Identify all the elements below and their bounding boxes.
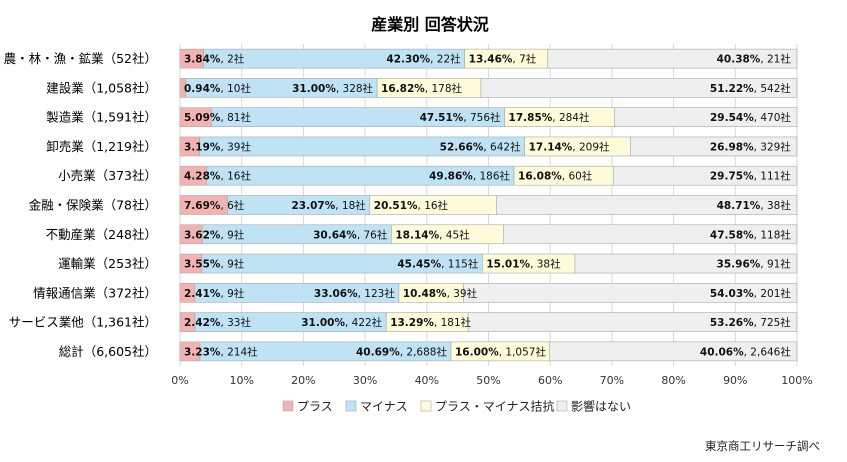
- category-label: 金融・保険業（78社）: [29, 198, 157, 213]
- data-label: 26.98%, 329社: [710, 140, 791, 153]
- data-label: 0.94%, 10社: [184, 82, 251, 95]
- x-tick-label: 90%: [723, 374, 747, 387]
- category-label: 小売業（373社）: [58, 168, 157, 183]
- legend-label: マイナス: [360, 400, 408, 414]
- data-label: 3.19%, 39社: [184, 140, 251, 153]
- data-label: 42.30%, 22社: [386, 53, 461, 66]
- data-label: 48.71%, 38社: [717, 199, 792, 212]
- data-label: 40.69%, 2,688社: [356, 345, 447, 358]
- data-label: 13.46%, 7社: [469, 53, 537, 66]
- data-label: 33.06%, 123社: [314, 287, 395, 300]
- data-label: 15.01%, 38社: [486, 258, 561, 271]
- bar-segment: [614, 107, 798, 127]
- x-tick-label: 80%: [661, 374, 685, 387]
- data-label: 18.14%, 45社: [395, 228, 470, 241]
- legend-swatch: [282, 400, 294, 412]
- data-label: 7.69%, 6社: [184, 199, 245, 212]
- data-label: 3.62%, 9社: [184, 228, 245, 241]
- source-note: 東京商工リサーチ調べ: [705, 439, 820, 453]
- data-label: 31.00%, 328社: [292, 82, 373, 95]
- bar-segment: [480, 78, 798, 98]
- data-label: 13.29%, 181社: [390, 316, 471, 329]
- data-label: 45.45%, 115社: [397, 258, 478, 271]
- chart-title: 産業別 回答状況: [371, 15, 489, 34]
- legend-label: プラス: [297, 400, 333, 414]
- category-labels: 農・林・漁・鉱業（52社） 建設業（1,058社） 製造業（1,591社） 卸売業（1…: [4, 51, 157, 359]
- data-label: 29.54%, 470社: [710, 111, 791, 124]
- bar-segment: [574, 253, 798, 274]
- data-label: 3.55%, 9社: [184, 258, 245, 271]
- x-tick-label: 40%: [415, 374, 439, 387]
- x-tick-label: 60%: [538, 374, 562, 387]
- data-label: 47.51%, 756社: [420, 111, 501, 124]
- data-label: 49.86%, 186社: [429, 170, 510, 183]
- legend-swatch: [556, 400, 568, 412]
- x-axis-ticks: 0% 10% 20% 30% 40% 50% 60% 70% 80% 90% 100%: [171, 374, 812, 387]
- data-label: 52.66%, 642社: [440, 140, 521, 153]
- x-tick-label: 10%: [229, 374, 253, 387]
- x-tick-label: 30%: [353, 374, 377, 387]
- legend-swatch: [345, 400, 357, 412]
- legend: プラス マイナス プラス・マイナス拮抗 影響はない: [282, 399, 631, 414]
- data-label: 10.48%, 39社: [403, 287, 478, 300]
- data-label: 16.08%, 60社: [518, 170, 593, 183]
- bar-segment: [503, 224, 798, 245]
- bar-segment: [549, 341, 798, 362]
- bar-segment: [612, 165, 798, 186]
- category-label: 建設業（1,058社）: [46, 80, 157, 95]
- legend-swatch: [420, 400, 432, 412]
- bar-segment: [547, 48, 798, 69]
- category-label: サービス業他（1,361社）: [9, 315, 157, 330]
- bars: 3.84%, 2社 42.30%, 22社 13.46%, 7社 40.38%, 21…: [179, 48, 798, 362]
- data-label: 40.38%, 21社: [717, 53, 792, 66]
- category-label: 不動産業（248社）: [46, 227, 157, 242]
- data-label: 3.23%, 214社: [184, 345, 258, 358]
- bar-segment: [630, 136, 798, 157]
- category-label: 運輸業（253社）: [58, 256, 157, 271]
- category-label: 総計（6,605社）: [59, 344, 157, 359]
- data-label: 2.42%, 33社: [184, 316, 251, 329]
- bar-segment: [496, 195, 798, 215]
- data-label: 16.00%, 1,057社: [455, 345, 546, 358]
- data-label: 17.14%, 209社: [529, 140, 610, 153]
- data-label: 54.03%, 201社: [710, 287, 791, 300]
- bar-segment: [467, 312, 798, 332]
- data-label: 53.26%, 725社: [710, 316, 791, 329]
- x-tick-label: 70%: [600, 374, 624, 387]
- legend-label: プラス・マイナス拮抗: [435, 399, 555, 414]
- data-label: 35.96%, 91社: [717, 258, 792, 271]
- data-label: 29.75%, 111社: [710, 170, 791, 183]
- data-label: 30.64%, 76社: [313, 228, 388, 241]
- data-label: 31.00%, 422社: [301, 316, 382, 329]
- category-label: 卸売業（1,219社）: [46, 139, 157, 154]
- x-tick-label: 50%: [476, 374, 500, 387]
- x-tick-label: 20%: [291, 374, 315, 387]
- data-label: 16.82%, 178社: [381, 82, 462, 95]
- x-tick-label: 100%: [781, 374, 812, 387]
- category-label: 農・林・漁・鉱業（52社）: [4, 51, 157, 66]
- data-label: 2.41%, 9社: [184, 287, 245, 300]
- data-label: 20.51%, 16社: [374, 199, 449, 212]
- x-tick-label: 0%: [171, 374, 188, 387]
- legend-label: 影響はない: [571, 399, 631, 414]
- bar-segment: [463, 283, 798, 303]
- category-label: 情報通信業（372社）: [33, 285, 157, 300]
- category-label: 製造業（1,591社）: [46, 110, 157, 125]
- data-label: 51.22%, 542社: [710, 82, 791, 95]
- data-label: 3.84%, 2社: [184, 53, 245, 66]
- data-label: 17.85%, 284社: [509, 111, 590, 124]
- data-label: 40.06%, 2,646社: [700, 345, 791, 358]
- data-label: 47.58%, 118社: [710, 228, 791, 241]
- data-label: 23.07%, 18社: [292, 199, 367, 212]
- data-label: 4.28%, 16社: [184, 170, 251, 183]
- data-label: 5.09%, 81社: [184, 111, 251, 124]
